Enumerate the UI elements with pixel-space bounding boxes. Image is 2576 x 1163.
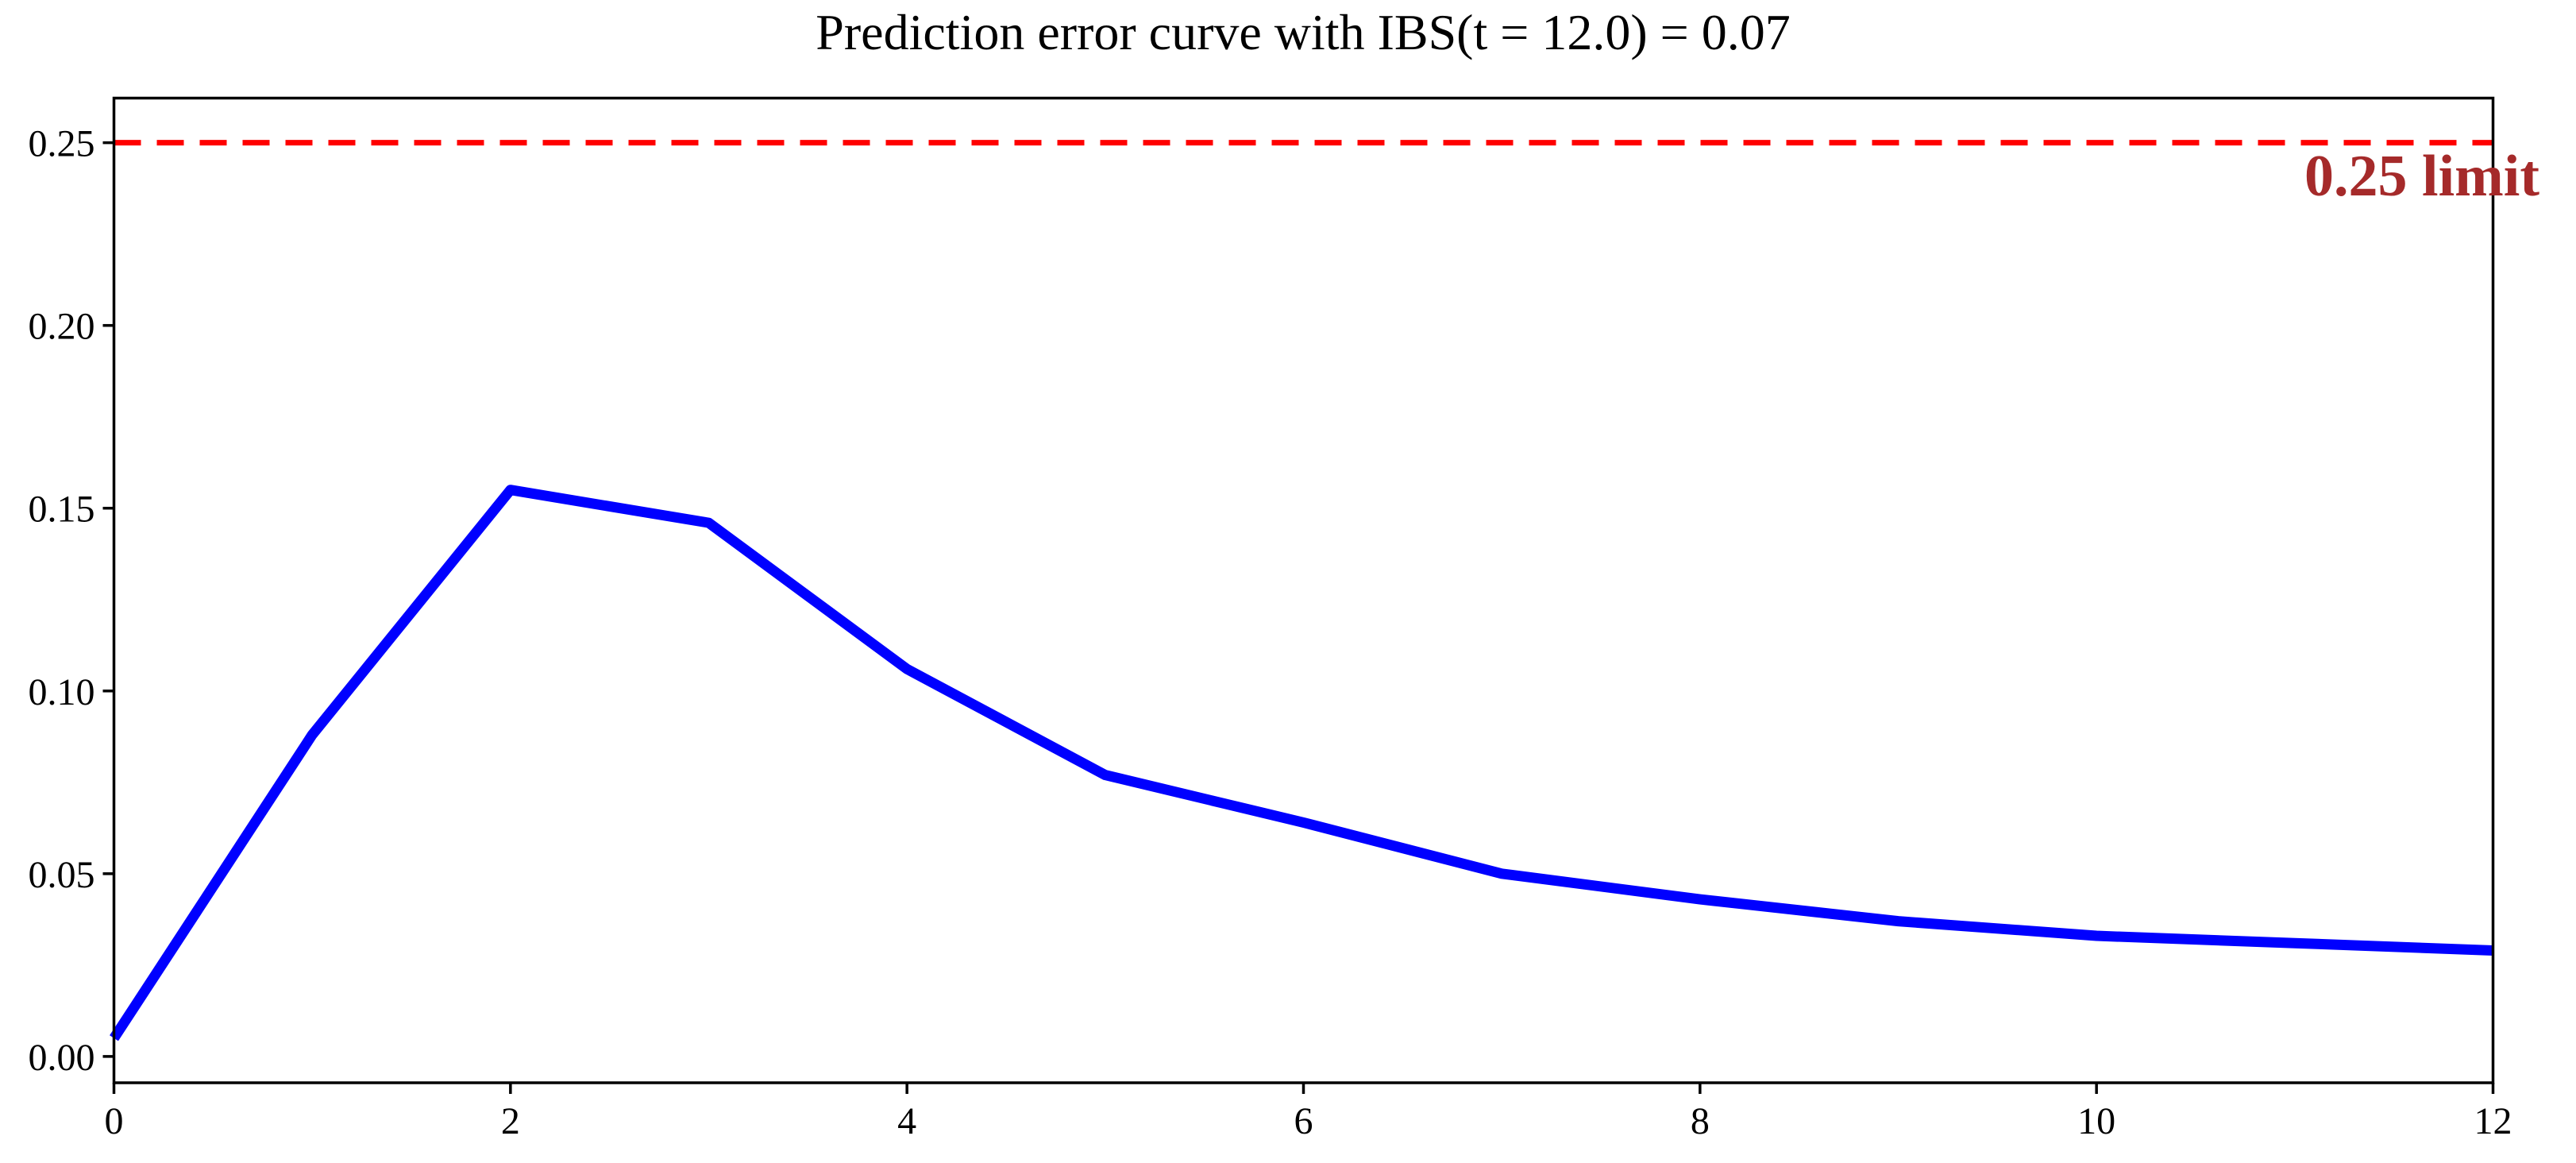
x-tick-label: 12 [2474, 1100, 2512, 1142]
x-tick-label: 0 [105, 1100, 124, 1142]
x-tick-label: 8 [1691, 1100, 1710, 1142]
y-tick-label: 0.20 [29, 306, 95, 348]
x-tick-label: 4 [897, 1100, 916, 1142]
y-tick-label: 0.25 [29, 123, 95, 165]
x-tick-label: 6 [1294, 1100, 1313, 1142]
y-tick-label: 0.00 [29, 1037, 95, 1079]
x-tick-label: 10 [2077, 1100, 2115, 1142]
x-tick-label: 2 [501, 1100, 520, 1142]
chart-title: Prediction error curve with IBS(t = 12.0… [816, 4, 1791, 60]
y-tick-label: 0.15 [29, 489, 95, 531]
prediction-error-curve [110, 485, 2493, 1041]
y-tick-label: 0.10 [29, 671, 95, 713]
y-tick-label: 0.05 [29, 854, 95, 896]
limit-line-label: 0.25 limit [2304, 144, 2539, 209]
